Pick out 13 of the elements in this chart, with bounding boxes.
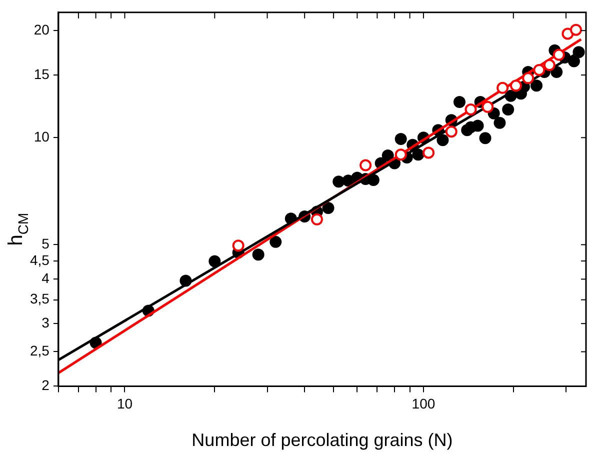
y-tick-label: 10 — [34, 128, 50, 144]
y-tick-label: 20 — [34, 21, 50, 38]
x-tick-label: 100 — [412, 395, 436, 412]
y-tick-label: 2 — [42, 377, 50, 394]
y-axis-title: hCM — [5, 212, 31, 246]
y-tick-label: 4 — [42, 270, 50, 286]
y-tick-label: 4,5 — [30, 252, 50, 268]
y-tick-label: 3 — [42, 314, 50, 330]
y-tick-label: 3,5 — [30, 290, 50, 307]
y-tick-label: 2,5 — [30, 342, 50, 359]
x-axis-title: Number of percolating grains (N) — [192, 430, 453, 450]
y-tick-label: 15 — [34, 66, 50, 82]
y-tick-label: 5 — [42, 236, 50, 252]
